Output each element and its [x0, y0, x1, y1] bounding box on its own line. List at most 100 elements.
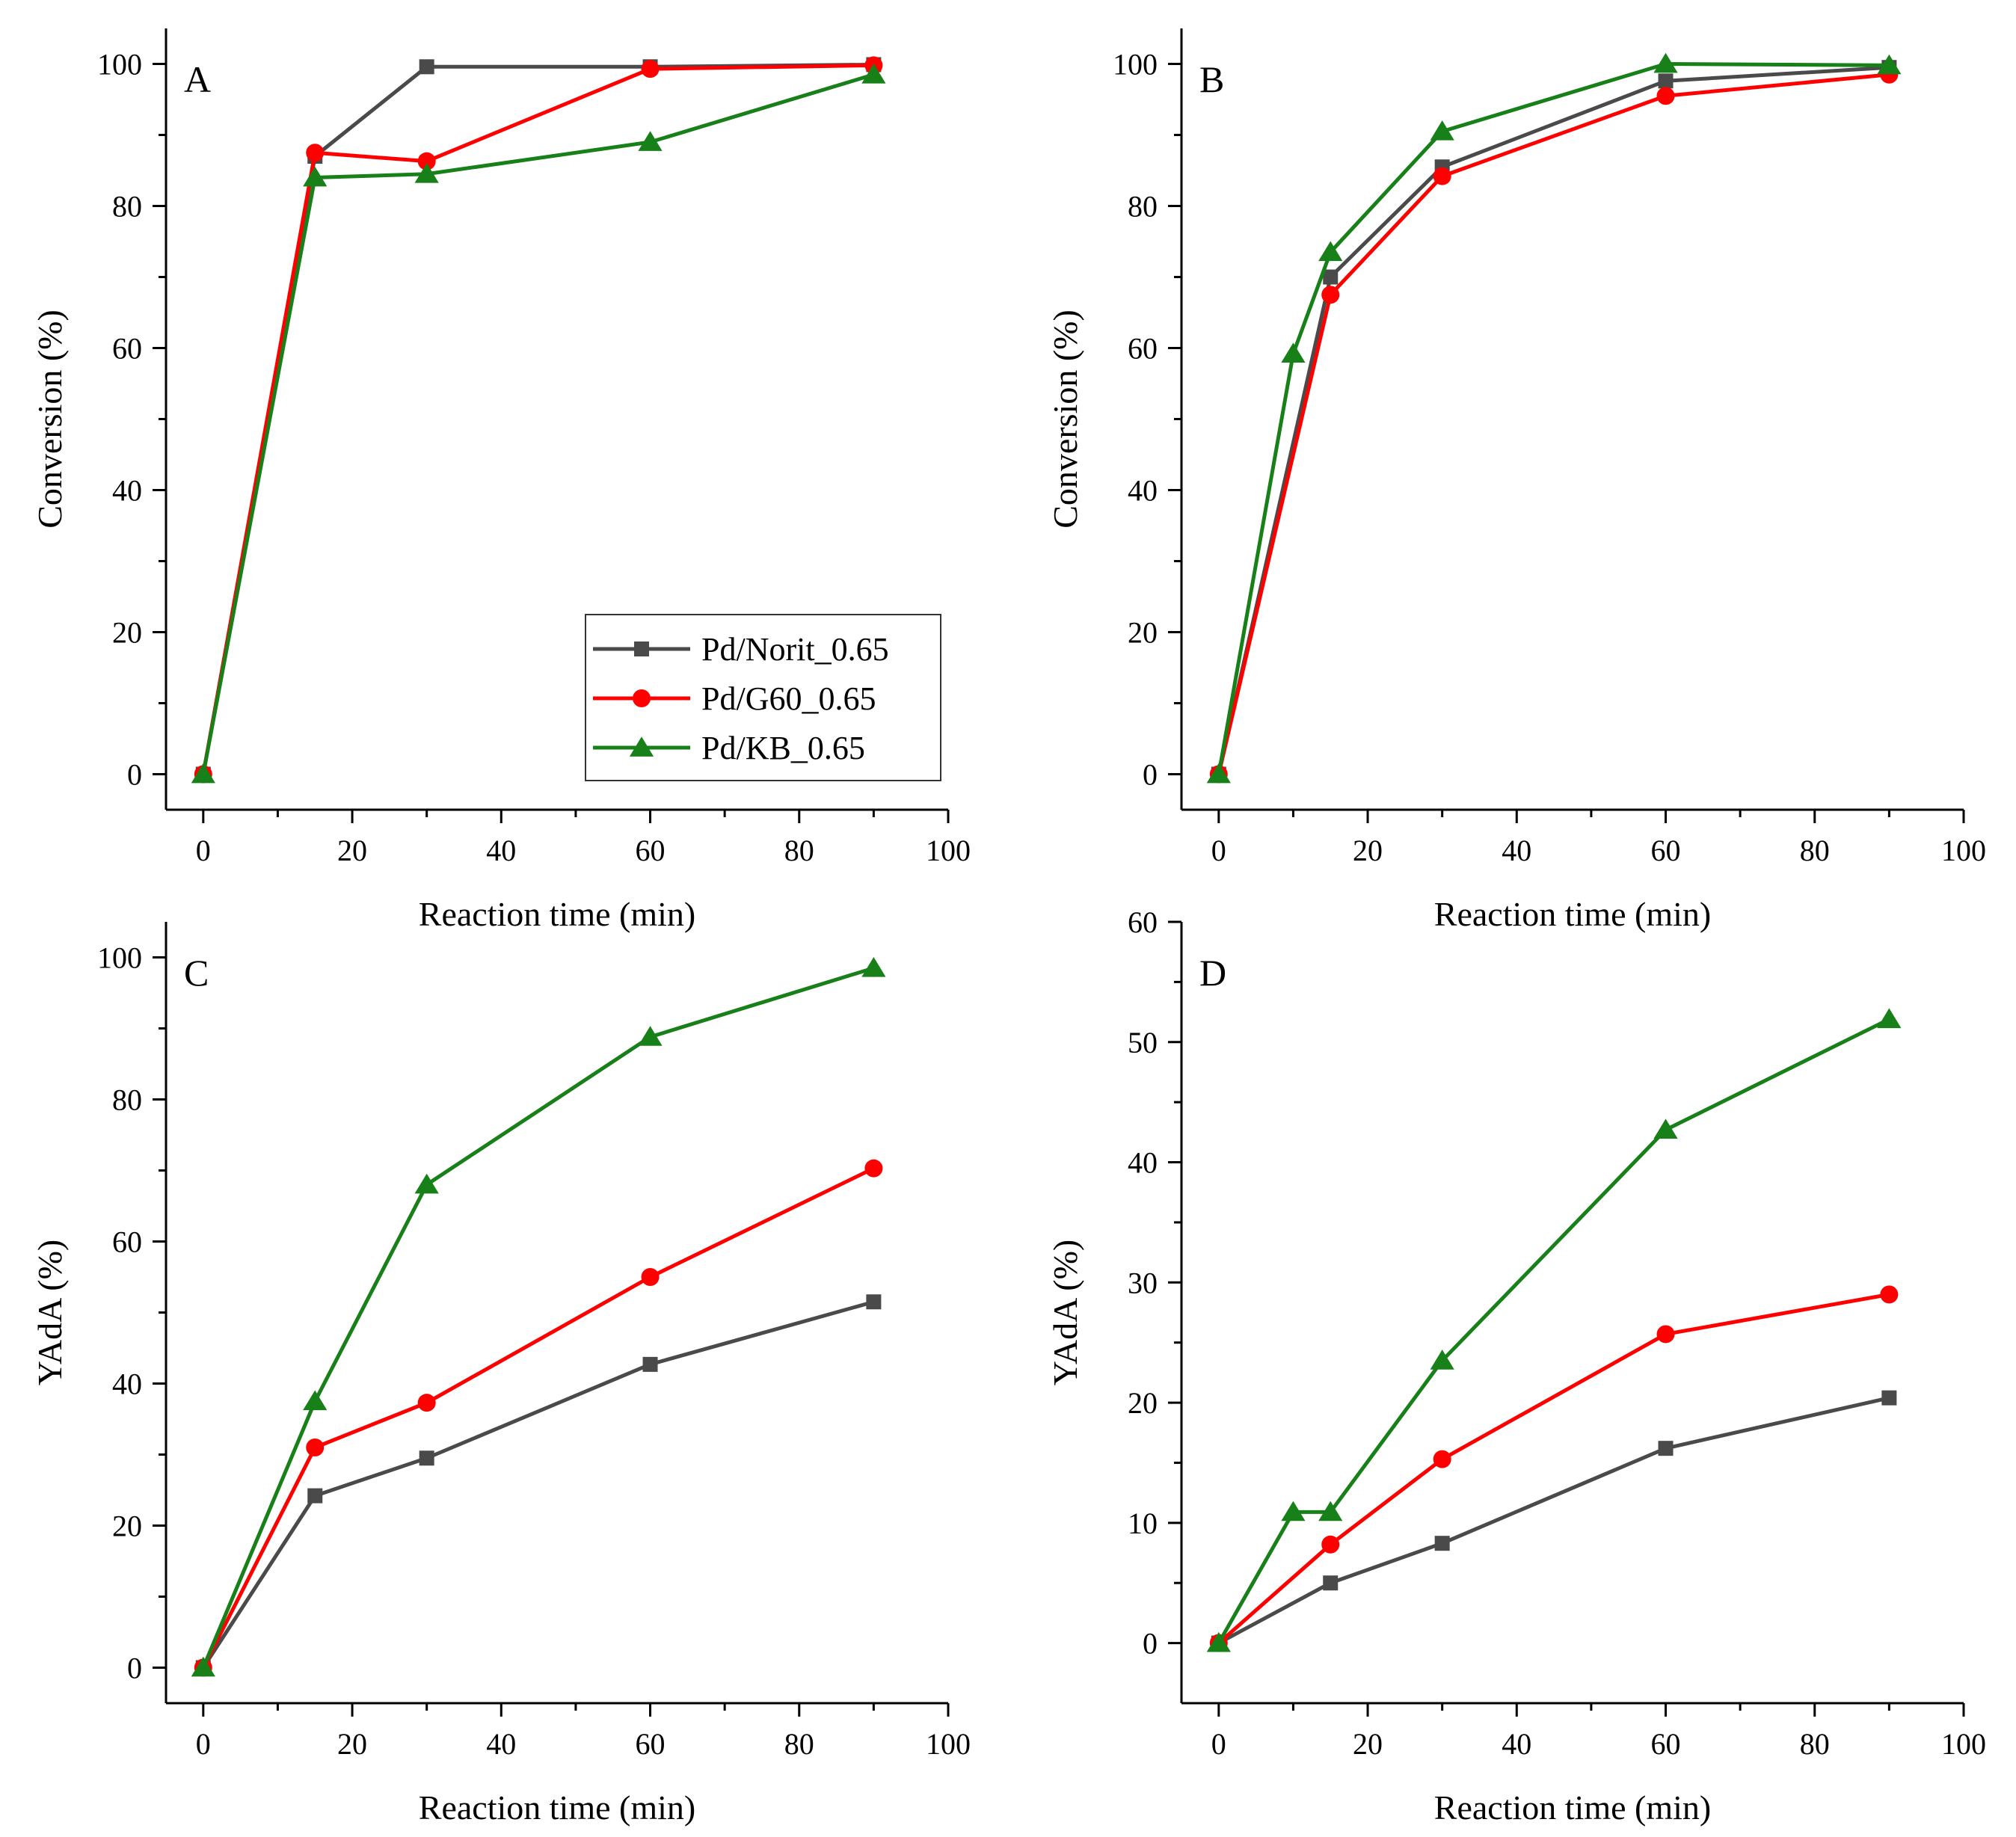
x-axis-label: Reaction time (min)	[1434, 1788, 1711, 1827]
x-tick-label: 60	[1651, 834, 1681, 867]
legend-marker-norit	[634, 641, 649, 656]
data-point-kb	[1318, 241, 1343, 262]
panel-letter: D	[1199, 952, 1226, 994]
y-tick-label: 100	[1113, 48, 1158, 81]
series-line-kb	[1217, 1017, 1890, 1644]
x-tick-label: 0	[196, 834, 211, 867]
data-point-norit	[1881, 1390, 1897, 1406]
y-axis-label: Conversion (%)	[1046, 310, 1084, 529]
data-point-g60	[1433, 167, 1451, 185]
data-point-kb	[1281, 1501, 1306, 1521]
y-tick-label: 40	[112, 1367, 142, 1401]
y-axis-label: YAdA (%)	[31, 1240, 69, 1385]
x-tick-label: 100	[926, 834, 971, 867]
data-point-kb	[414, 163, 439, 183]
x-axis-label: Reaction time (min)	[419, 895, 695, 933]
x-tick-label: 100	[1941, 1727, 1986, 1761]
series-line-kb	[201, 966, 875, 1669]
y-tick-label: 40	[1128, 474, 1158, 508]
data-point-kb	[1430, 120, 1454, 141]
data-point-kb	[191, 1656, 215, 1677]
x-tick-label: 80	[784, 1727, 814, 1761]
y-tick-label: 50	[1128, 1026, 1158, 1059]
legend-marker-kb	[629, 736, 654, 757]
legend-marker-g60	[633, 689, 651, 707]
y-tick-label: 80	[112, 1083, 142, 1117]
data-point-norit	[1658, 73, 1674, 89]
x-tick-label: 60	[636, 834, 666, 867]
y-tick-label: 20	[112, 616, 142, 650]
data-point-kb	[303, 1390, 328, 1411]
y-tick-label: 0	[1143, 1627, 1158, 1661]
x-tick-label: 40	[1502, 834, 1531, 867]
y-tick-label: 60	[112, 332, 142, 366]
data-point-g60	[1656, 87, 1675, 105]
panel-letter: B	[1199, 58, 1224, 100]
data-point-kb	[861, 64, 886, 84]
legend-label: Pd/Norit_0.65	[701, 631, 889, 668]
panel-letter: C	[184, 952, 209, 994]
data-point-kb	[1653, 1118, 1678, 1139]
data-point-kb	[1653, 52, 1678, 73]
data-point-kb	[303, 166, 328, 187]
x-tick-label: 0	[196, 1727, 211, 1761]
series-line-g60	[1217, 73, 1890, 775]
data-point-kb	[1877, 1008, 1902, 1029]
data-point-kb	[638, 131, 663, 151]
x-tick-label: 0	[1211, 834, 1226, 867]
x-tick-label: 20	[1353, 834, 1383, 867]
data-point-g60	[1321, 1535, 1340, 1554]
legend: Pd/Norit_0.65 Pd/G60_0.65 Pd/KB_0.65	[585, 614, 941, 781]
x-axis-label: Reaction time (min)	[1434, 895, 1711, 933]
x-tick-label: 40	[486, 834, 516, 867]
data-point-kb	[1430, 1350, 1454, 1370]
data-point-norit	[1323, 269, 1339, 285]
data-point-norit	[1434, 1536, 1450, 1551]
y-tick-label: 100	[97, 941, 142, 975]
x-tick-label: 80	[1800, 834, 1830, 867]
series-line-norit	[201, 1299, 875, 1669]
data-point-norit	[419, 59, 434, 75]
y-tick-label: 0	[127, 1652, 142, 1685]
x-tick-label: 20	[1353, 1727, 1383, 1761]
data-point-g60	[641, 1268, 660, 1286]
y-tick-label: 40	[112, 474, 142, 508]
x-tick-label: 20	[337, 834, 367, 867]
data-point-kb	[414, 1173, 439, 1194]
data-point-kb	[1318, 1501, 1343, 1521]
series-line-g60	[201, 1166, 875, 1669]
y-tick-label: 20	[1128, 616, 1158, 650]
x-tick-label: 80	[1800, 1727, 1830, 1761]
x-tick-label: 100	[1941, 834, 1986, 867]
data-point-g60	[1321, 286, 1340, 304]
x-axis-label: Reaction time (min)	[419, 1788, 695, 1827]
data-point-g60	[306, 1438, 325, 1456]
x-tick-label: 40	[1502, 1727, 1531, 1761]
data-point-norit	[642, 1356, 658, 1372]
y-tick-label: 80	[1128, 190, 1158, 224]
data-point-kb	[638, 1026, 663, 1046]
series-line-kb	[1217, 62, 1890, 775]
data-point-norit	[1658, 1441, 1674, 1456]
x-tick-label: 100	[926, 1727, 971, 1761]
y-tick-label: 60	[112, 1225, 142, 1259]
data-point-g60	[1880, 1285, 1899, 1304]
data-point-g60	[417, 1394, 436, 1412]
panel-letter: A	[184, 58, 211, 100]
y-tick-label: 30	[1128, 1266, 1158, 1299]
data-point-kb	[191, 763, 215, 784]
y-axis-label: YAdA (%)	[1046, 1240, 1084, 1385]
chart-panel-a: 0 20 40 60 80 100 0 20 40 60 80 100 Reaction time (m…	[31, 28, 971, 933]
x-tick-label: 0	[1211, 1727, 1226, 1761]
data-point-norit	[307, 1488, 323, 1504]
chart-panel-c: 0 20 40 60 80 100 0 20 40 60 80 100 Reaction time (m…	[31, 922, 971, 1827]
data-point-g60	[417, 152, 436, 170]
data-point-kb	[861, 957, 886, 977]
x-tick-label: 60	[636, 1727, 666, 1761]
legend-label: Pd/KB_0.65	[701, 730, 865, 766]
series-line-norit	[1217, 65, 1890, 775]
y-tick-label: 60	[1128, 905, 1158, 939]
y-tick-label: 100	[97, 48, 142, 81]
data-point-g60	[641, 60, 660, 79]
